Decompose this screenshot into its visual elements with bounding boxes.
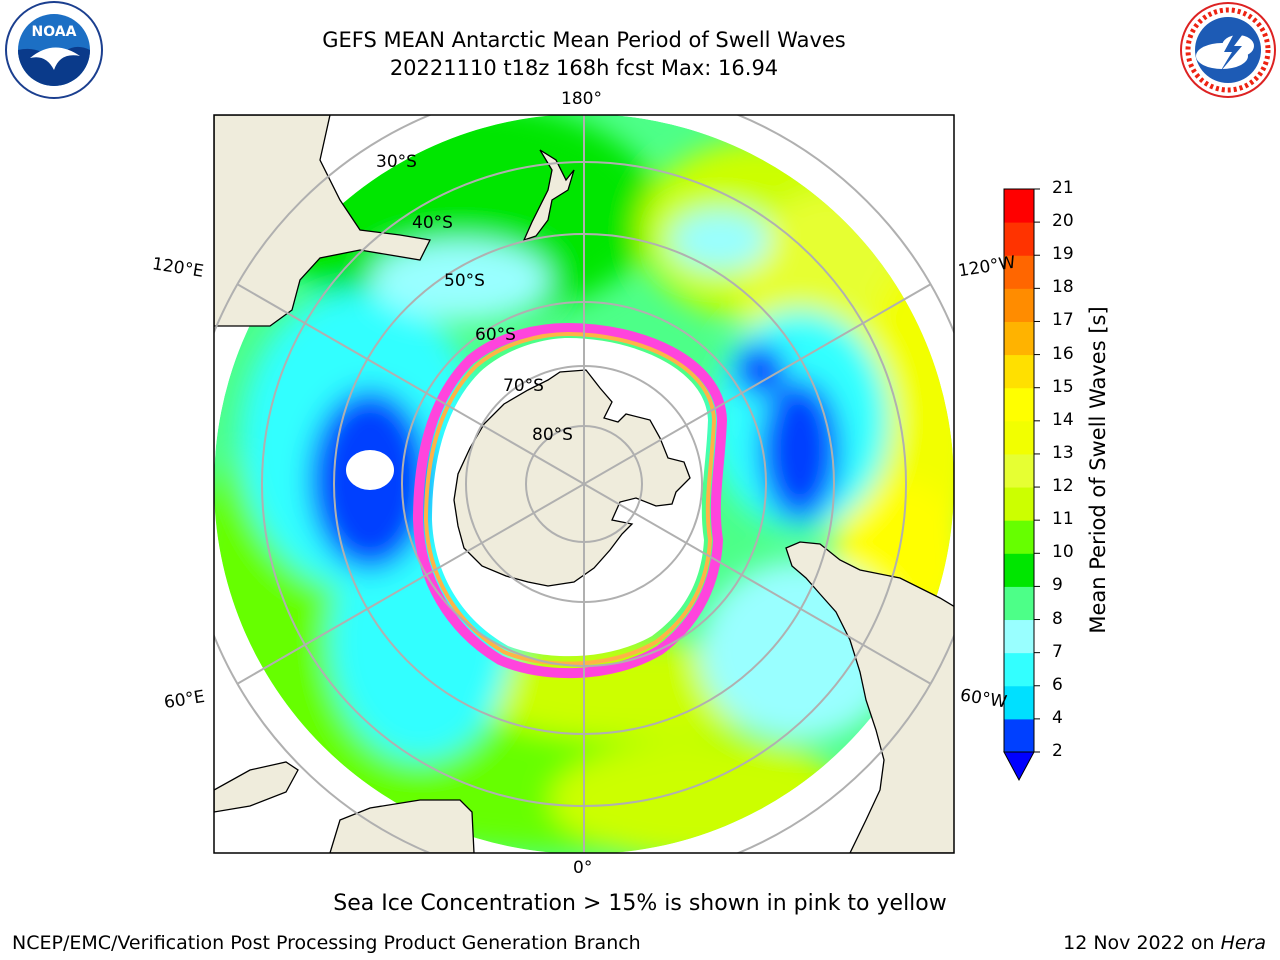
colorbar-tick-label: 4: [1052, 707, 1063, 728]
colorbar-tick-label: 9: [1052, 575, 1063, 596]
colorbar-tick-label: 17: [1052, 310, 1074, 331]
colorbar-segment: [1004, 487, 1034, 521]
colorbar-segment: [1004, 420, 1034, 455]
colorbar-tick-label: 8: [1052, 608, 1063, 629]
colorbar-extend-arrow: [1003, 751, 1035, 782]
colorbar: [1003, 188, 1040, 782]
lat-label-30s: 30°S: [376, 152, 417, 172]
colorbar-tick-label: 6: [1052, 674, 1063, 695]
map-panel: [214, 115, 954, 853]
africa-land: [329, 799, 475, 853]
colorbar-segment: [1004, 553, 1034, 587]
colorbar-tick-label: 12: [1052, 476, 1074, 497]
footer-date: 12 Nov 2022 on Hera: [1063, 932, 1266, 954]
colorbar-segment: [1004, 288, 1034, 322]
south-america-land: [785, 541, 954, 853]
colorbar-tick-label: 15: [1052, 376, 1074, 397]
colorbar-tick-label: 7: [1052, 641, 1063, 662]
colorbar-tick-label: 19: [1052, 244, 1074, 265]
colorbar-label: Mean Period of Swell Waves [s]: [1086, 306, 1110, 634]
lat-label-60s: 60°S: [475, 325, 516, 345]
colorbar-tick-label: 20: [1052, 211, 1074, 232]
colorbar-segment: [1004, 255, 1034, 289]
colorbar-tick-label: 16: [1052, 343, 1074, 364]
colorbar-segment: [1004, 652, 1034, 687]
lat-label-40s: 40°S: [412, 213, 453, 233]
footer-date-text: 12 Nov 2022 on: [1063, 932, 1221, 954]
colorbar-segment: [1004, 619, 1034, 654]
colorbar-tick-label: 14: [1052, 409, 1074, 430]
colorbar-tick-label: 2: [1052, 741, 1063, 761]
graticule: [214, 115, 954, 853]
colorbar-segment: [1004, 387, 1034, 422]
madagascar-land: [214, 761, 299, 813]
colorbar-segment: [1004, 685, 1034, 720]
colorbar-segment: [1004, 586, 1034, 621]
sea-ice-note: Sea Ice Concentration > 15% is shown in …: [333, 891, 947, 916]
lon-label-180: 180°: [561, 89, 602, 109]
footer-credit: NCEP/EMC/Verification Post Processing Pr…: [12, 932, 641, 954]
new-zealand-land: [522, 149, 575, 242]
australia-land: [214, 115, 431, 327]
colorbar-segment: [1004, 453, 1034, 488]
colorbar-tick-label: 18: [1052, 277, 1074, 298]
colorbar-tick-label: 21: [1052, 178, 1074, 198]
colorbar-segment: [1004, 354, 1034, 389]
lat-label-70s: 70°S: [503, 376, 544, 396]
colorbar-tick-label: 13: [1052, 442, 1074, 463]
sea-ice-edge: [412, 322, 728, 679]
colorbar-tick-label: 11: [1052, 509, 1074, 530]
colorbar-segment: [1004, 321, 1034, 356]
lon-label-0: 0°: [573, 858, 593, 878]
noaa-logo-text: NOAA: [32, 24, 77, 40]
colorbar-frame: [1003, 188, 1035, 753]
lat-label-50s: 50°S: [444, 271, 485, 291]
chart-title: GEFS MEAN Antarctic Mean Period of Swell…: [322, 28, 846, 52]
colorbar-segment: [1004, 520, 1034, 554]
colorbar-tick-label: 10: [1052, 542, 1074, 563]
noaa-logo: NOAA: [5, 1, 103, 99]
colorbar-segment: [1004, 718, 1034, 753]
footer-host: Hera: [1220, 932, 1266, 954]
colorbar-segment: [1004, 222, 1034, 256]
chart-subtitle: 20221110 t18z 168h fcst Max: 16.94: [389, 56, 779, 80]
lat-label-80s: 80°S: [532, 425, 573, 445]
nws-logo: [1180, 2, 1276, 98]
colorbar-segment: [1004, 189, 1034, 223]
map-frame: [213, 114, 955, 854]
